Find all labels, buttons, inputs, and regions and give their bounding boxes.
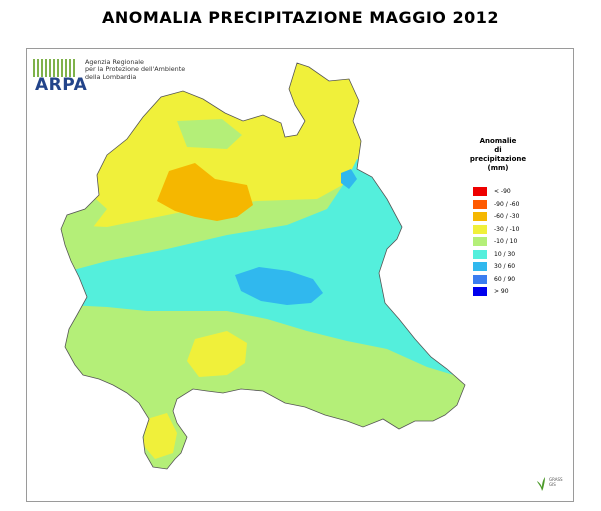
legend-label: < -90: [494, 188, 511, 195]
legend-item: -30 / -10: [473, 224, 553, 237]
legend-item: 30 / 60: [473, 261, 553, 274]
legend-item: 10 / 30: [473, 249, 553, 262]
legend-item: -60 / -30: [473, 211, 553, 224]
legend-label: 10 / 30: [494, 250, 516, 258]
map-panel: ARPA Agenzia Regionale per la Protezione…: [26, 48, 574, 502]
agency-name: Agenzia Regionale per la Protezione dell…: [85, 58, 215, 81]
legend-label: > 90: [494, 288, 509, 295]
legend-swatch: [473, 237, 487, 246]
legend-title-line: di: [494, 146, 502, 154]
legend-item: 60 / 90: [473, 274, 553, 287]
grass-gis-leaf-icon: [537, 477, 545, 491]
legend-title-line: precipitazione: [469, 155, 527, 163]
grass-gis-logo: GRASS GIS: [537, 477, 567, 501]
legend-swatch: [473, 212, 487, 221]
legend-swatch: [473, 262, 487, 271]
arpa-bars-icon: [33, 59, 79, 77]
legend-label: 30 / 60: [494, 263, 516, 270]
legend-label: -60 / -30: [494, 213, 520, 220]
zone-10-30: [61, 155, 465, 379]
agency-name-line: per la Protezione dell'Ambiente: [85, 65, 186, 74]
legend-swatch: [473, 249, 487, 259]
zone-minus30-minus10-oltrepo: [143, 413, 177, 459]
agency-name-line: Agenzia Regionale: [85, 58, 144, 66]
grass-gis-line2: GIS: [549, 482, 556, 487]
legend-swatch: [473, 224, 487, 234]
legend-label: 60 / 90: [494, 275, 516, 283]
legend-swatch: [473, 287, 487, 296]
legend-label: -90 / -60: [494, 200, 520, 208]
arpa-wordmark: ARPA: [35, 75, 88, 95]
legend-label: -10 / 10: [494, 238, 518, 245]
legend-item: -10 / 10: [473, 236, 553, 249]
zone-minus10-10-alps: [177, 119, 242, 149]
region-border: [60, 62, 466, 470]
zone-minus60-minus30: [157, 163, 253, 221]
arpa-logo: ARPA Agenzia Regionale per la Protezione…: [33, 55, 213, 105]
lombardy-anomaly-map: [60, 62, 466, 470]
legend-item: < -90: [473, 186, 553, 199]
legend-swatch: [473, 199, 487, 209]
legend-item: -90 / -60: [473, 199, 553, 212]
legend-title-line: Anomalie: [479, 137, 517, 145]
agency-name-line: della Lombardia: [85, 72, 137, 81]
legend: < -90 -90 / -60 -60 / -30 -30 / -10 -10 / 10…: [473, 186, 553, 299]
legend-label: -30 / -10: [494, 225, 520, 233]
legend-item: > 90: [473, 286, 553, 299]
zone-30-60-central: [235, 267, 323, 305]
legend-swatch: [473, 187, 487, 196]
grass-gis-text: GRASS GIS: [549, 477, 563, 487]
legend-title-line: (mm): [487, 164, 509, 172]
grass-gis-line1: GRASS: [549, 477, 563, 482]
zone-minus30-minus10-south: [187, 331, 247, 377]
map-title: ANOMALIA PRECIPITAZIONE MAGGIO 2012: [102, 8, 499, 27]
legend-title: Anomalie di precipitazione (mm): [463, 137, 533, 173]
legend-swatch: [473, 274, 487, 284]
zone-30-60-northeast: [341, 169, 357, 189]
